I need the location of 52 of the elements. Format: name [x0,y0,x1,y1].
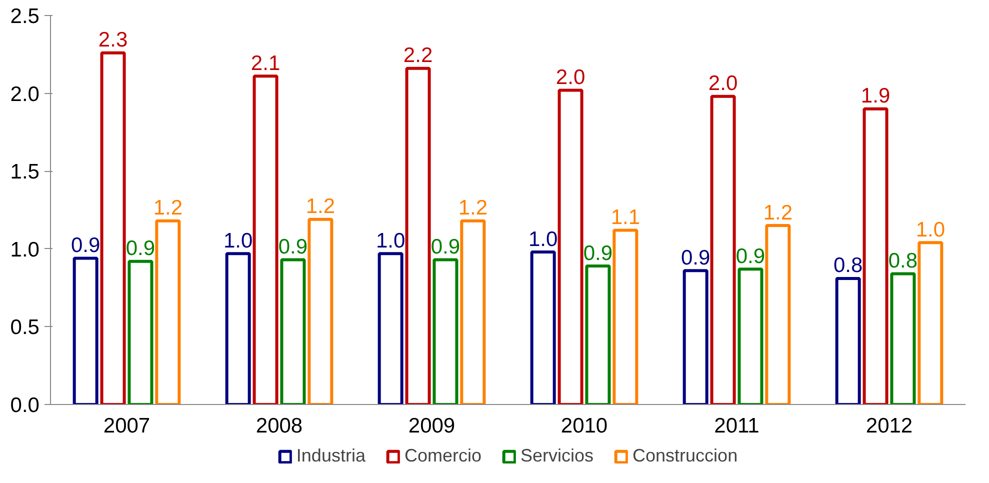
data-label: 2.2 [403,44,433,68]
data-label: 1.0 [223,229,253,252]
data-label: 2.1 [250,52,280,75]
bar [225,252,251,404]
data-label: 2.0 [708,72,738,96]
y-tick-label: 1.5 [10,160,40,184]
bar [530,250,556,404]
data-label: 1.0 [376,229,406,252]
data-label: 0.9 [736,244,766,268]
bar [765,224,791,404]
data-label: 2.0 [556,66,586,89]
data-label: 1.9 [860,84,890,108]
data-label: 0.8 [888,250,918,273]
data-label: 1.1 [610,206,640,230]
legend-label: Servicios [520,446,594,466]
legend-label: Comercio [404,446,482,466]
data-label: 1.2 [306,195,336,218]
bar [612,228,638,404]
data-label: 0.9 [70,234,100,258]
y-tick-label: 2.0 [10,82,40,106]
y-tick-label: 0.0 [10,394,40,417]
x-tick-label: 2012 [866,414,913,438]
x-tick-label: 2011 [714,414,760,438]
x-tick-label: 2008 [256,414,303,438]
bar [918,241,944,404]
y-tick-label: 2.5 [10,5,40,28]
bar [682,269,708,404]
data-label: 0.9 [680,246,710,270]
legend-label: Industria [296,446,366,466]
data-label: 1.0 [528,228,558,251]
data-label: 1.0 [916,218,946,242]
bar [155,219,181,404]
data-label: 1.2 [763,201,793,224]
data-label: 0.8 [833,254,863,278]
x-tick-label: 2007 [103,414,150,438]
data-label: 0.9 [583,242,613,265]
x-tick-label: 2009 [408,414,456,438]
data-label: 0.9 [430,236,460,259]
bar [460,219,486,404]
bar [72,256,98,404]
bar [835,276,861,404]
x-tick-label: 2010 [560,414,608,438]
data-label: 2.3 [98,28,128,52]
bar [378,252,404,404]
data-label: 0.9 [278,236,308,259]
y-tick-label: 1.0 [10,238,40,262]
data-label: 1.2 [153,196,183,220]
data-label: 1.2 [458,196,488,220]
y-tick-label: 0.5 [10,316,40,340]
bar [308,218,334,404]
legend-label: Construccion [632,446,738,466]
data-label: 0.9 [126,237,156,260]
